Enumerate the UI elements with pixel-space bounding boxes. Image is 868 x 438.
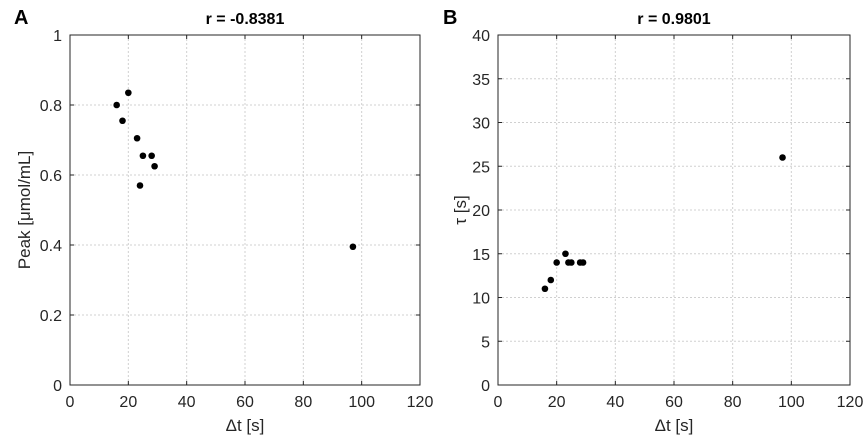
x-tick-label: 80 [724,394,742,411]
data-point [148,152,155,160]
y-tick-label: 40 [472,28,490,45]
y-axis-label: τ [s] [451,195,470,224]
y-axis-label: Peak [μmol/mL] [15,151,34,269]
x-tick-label: 20 [548,394,566,411]
x-tick-label: 100 [778,394,805,411]
y-tick-label: 0.6 [40,168,62,185]
x-tick-label: 40 [178,394,196,411]
data-point [349,243,357,251]
x-tick-label: 60 [665,394,683,411]
y-tick-label: 1 [53,28,62,45]
y-tick-label: 0 [53,378,62,395]
chart-panel-a: 0 20 40 60 80 100 120 0 0.2 0.4 0.6 0.8 1 r = -0.8381… [14,7,433,435]
x-tick-label: 100 [348,394,375,411]
y-tick-label: 0.4 [40,238,62,255]
y-tick-label: 5 [481,334,490,351]
data-point [562,250,569,258]
y-tick-label: 0.2 [40,308,62,325]
data-point [113,101,120,109]
chart-panel-b: 0 20 40 60 80 100 120 0 5 10 15 20 25 30 35 40 r = 0.980… [443,7,863,435]
y-tick-label: 0.8 [40,98,62,115]
y-tick-label: 30 [472,116,490,133]
data-point [136,182,144,189]
y-tick-label: 25 [472,159,490,176]
data-point [541,285,549,293]
data-point [779,154,786,161]
data-point [125,89,132,97]
x-axis-label: Δt [s] [226,416,265,435]
x-tick-label: 40 [606,394,624,411]
data-point [568,259,575,266]
data-point [139,152,147,160]
x-tick-label: 120 [407,394,434,411]
x-axis-label: Δt [s] [655,416,694,435]
y-tick-label: 20 [472,203,490,220]
x-tick-label: 120 [837,394,864,411]
panel-letter: A [14,7,28,29]
y-tick-label: 10 [472,291,490,308]
data-point [133,134,141,142]
data-point [579,259,587,266]
chart-title: r = 0.9801 [637,11,711,28]
x-tick-label: 20 [119,394,137,411]
x-tick-label: 0 [494,394,503,411]
y-tick-label: 15 [472,247,490,264]
chart-title: r = -0.8381 [206,11,285,28]
data-point [553,259,560,266]
y-tick-label: 0 [481,378,490,395]
data-point [151,162,158,170]
y-tick-label: 35 [472,72,490,89]
x-tick-label: 80 [294,394,312,411]
panel-letter: B [443,7,457,29]
x-tick-label: 60 [236,394,254,411]
data-point [119,117,126,125]
data-point [547,276,555,284]
x-tick-label: 0 [66,394,75,411]
